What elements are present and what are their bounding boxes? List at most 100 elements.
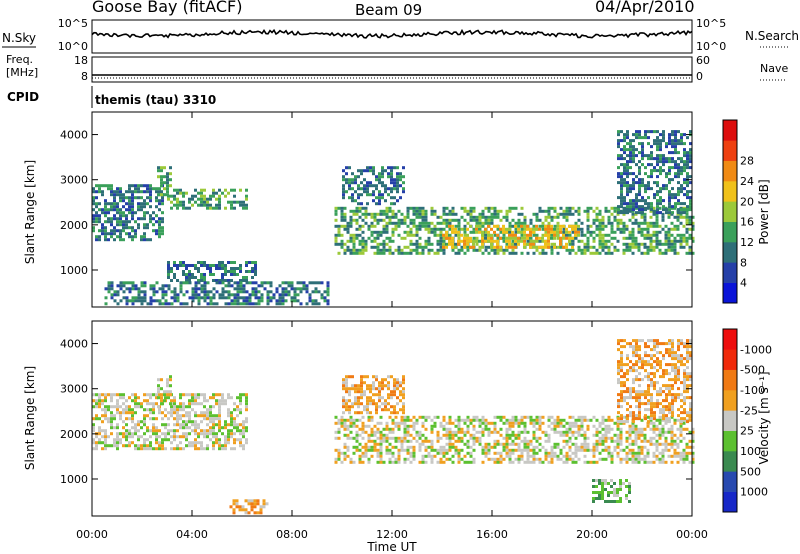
velocity-echo-cell — [424, 418, 428, 422]
power-echo-cell — [688, 248, 692, 252]
velocity-echo-cell — [206, 423, 209, 427]
power-echo-cell — [649, 242, 653, 246]
power-echo-cell — [167, 302, 171, 306]
velocity-echo-cell — [185, 426, 188, 430]
velocity-echo-cell — [393, 408, 396, 412]
power-echo-cell — [586, 227, 590, 231]
velocity-echo-cell — [553, 430, 557, 434]
velocity-echo-cell — [547, 439, 551, 443]
velocity-echo-cell — [179, 396, 182, 400]
velocity-echo-cell — [384, 405, 387, 409]
velocity-echo-cell — [595, 427, 599, 431]
velocity-echo-cell — [623, 372, 626, 376]
power-echo-cell — [670, 206, 674, 210]
velocity-echo-cell — [514, 436, 518, 440]
power-echo-cell — [559, 227, 562, 231]
velocity-echo-cell — [155, 438, 158, 442]
power-echo-cell — [469, 215, 473, 219]
velocity-echo-cell — [406, 418, 410, 422]
power-echo-cell — [381, 184, 384, 188]
velocity-echo-cell — [128, 441, 131, 445]
velocity-echo-cell — [169, 375, 172, 379]
velocity-echo-cell — [352, 421, 356, 425]
velocity-echo-cell — [677, 342, 680, 346]
power-echo-cell — [502, 251, 506, 255]
power-echo-cell — [550, 236, 554, 240]
velocity-echo-cell — [625, 494, 628, 497]
power-echo-cell — [686, 205, 689, 209]
power-echo-cell — [460, 239, 463, 243]
power-echo-cell — [191, 197, 194, 201]
velocity-echo-cell — [343, 421, 347, 425]
power-echo-cell — [137, 299, 141, 303]
velocity-echo-cell — [577, 457, 581, 461]
power-echo-cell — [433, 251, 437, 255]
velocity-echo-cell — [194, 423, 197, 427]
power-echo-cell — [269, 296, 273, 300]
velocity-echo-cell — [568, 415, 572, 419]
velocity-echo-cell — [623, 399, 626, 403]
velocity-echo-cell — [610, 427, 614, 431]
power-echo-cell — [671, 139, 674, 143]
velocity-echo-cell — [399, 393, 402, 397]
velocity-echo-cell — [152, 423, 155, 427]
power-echo-cell — [673, 242, 677, 246]
velocity-echo-cell — [160, 393, 163, 397]
power-echo-cell — [146, 196, 149, 200]
power-echo-cell — [402, 190, 405, 194]
velocity-echo-cell — [378, 393, 381, 397]
velocity-echo-cell — [122, 402, 125, 406]
velocity-echo-cell — [595, 485, 598, 488]
power-echo-cell — [629, 184, 632, 188]
velocity-echo-cell — [400, 436, 404, 440]
velocity-echo-cell — [387, 393, 390, 397]
velocity-echo-cell — [143, 414, 146, 418]
velocity-echo-cell — [378, 399, 381, 403]
power-echo-cell — [182, 281, 186, 285]
power-echo-cell — [342, 193, 345, 197]
power-echo-cell — [191, 203, 194, 207]
velocity-echo-cell — [547, 454, 551, 458]
velocity-echo-cell — [682, 454, 686, 458]
power-echo-cell — [281, 293, 285, 297]
power-echo-cell — [182, 200, 185, 204]
power-echo-cell — [565, 227, 568, 231]
velocity-echo-cell — [131, 414, 134, 418]
velocity-echo-cell — [212, 414, 215, 418]
power-echo-cell — [436, 227, 440, 231]
power-echo-cell — [625, 242, 629, 246]
velocity-echo-cell — [604, 445, 608, 449]
velocity-echo-cell — [343, 457, 347, 461]
power-echo-cell — [685, 230, 689, 234]
power-echo-cell — [122, 284, 126, 288]
power-echo-cell — [586, 218, 590, 222]
velocity-echo-cell — [649, 418, 653, 422]
power-echo-cell — [290, 284, 294, 288]
power-echo-cell — [688, 218, 692, 222]
power-echo-cell — [472, 230, 476, 234]
power-echo-cell — [640, 221, 644, 225]
velocity-echo-cell — [221, 447, 224, 451]
velocity-echo-cell — [598, 494, 601, 497]
power-echo-cell — [239, 284, 243, 288]
velocity-echo-cell — [218, 441, 221, 445]
velocity-echo-cell — [98, 432, 101, 436]
power-echo-cell — [203, 287, 207, 291]
velocity-echo-cell — [421, 439, 425, 443]
velocity-echo-cell — [104, 396, 107, 400]
power-echo-cell — [239, 302, 243, 306]
power-echo-cell — [161, 217, 164, 221]
velocity-echo-cell — [523, 439, 527, 443]
velocity-echo-cell — [337, 436, 341, 440]
velocity-echo-cell — [517, 421, 521, 425]
velocity-echo-cell — [164, 435, 167, 439]
velocity-echo-cell — [436, 439, 440, 443]
power-echo-cell — [656, 175, 659, 179]
power-echo-cell — [119, 190, 122, 194]
power-echo-cell — [550, 233, 554, 237]
power-echo-cell — [125, 281, 129, 285]
power-echo-cell — [442, 236, 446, 240]
power-echo-cell — [134, 296, 138, 300]
power-echo-cell — [119, 187, 122, 191]
velocity-echo-cell — [197, 432, 200, 436]
